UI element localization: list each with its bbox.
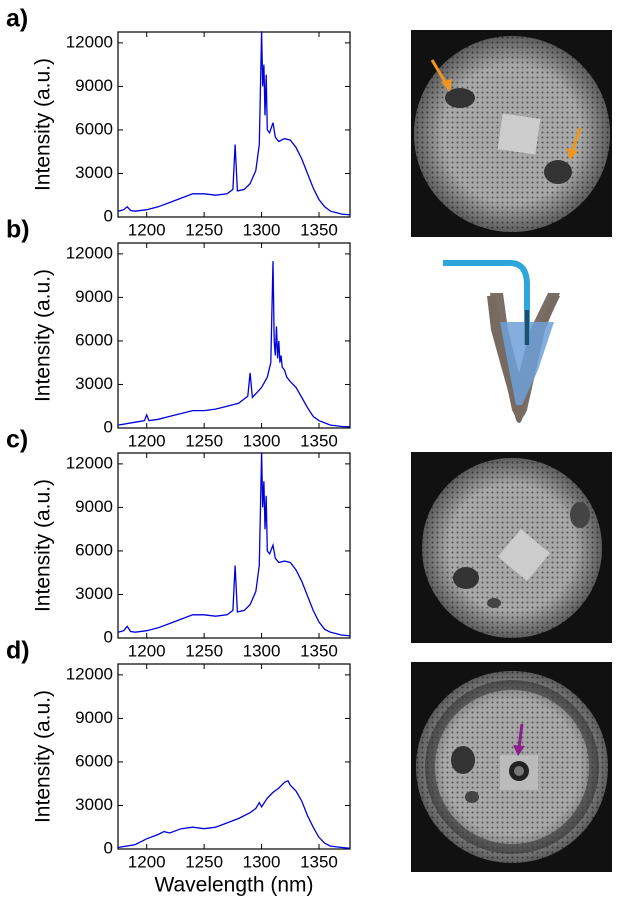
spectrum-line — [117, 261, 351, 428]
y-tick-label: 3000 — [75, 584, 113, 603]
spectrum-line — [117, 452, 351, 637]
y-tick-label: 12000 — [66, 664, 113, 683]
photo-d — [411, 662, 612, 872]
x-tick-label: 1200 — [128, 641, 166, 660]
spectrum-line — [117, 779, 351, 849]
plot-frame — [117, 452, 351, 639]
photo-c — [411, 452, 612, 643]
y-tick-label: 0 — [104, 206, 113, 225]
y-tick-label: 9000 — [75, 76, 113, 95]
y-tick-label: 12000 — [66, 453, 113, 472]
x-tick-label: 1350 — [300, 641, 338, 660]
y-tick-label: 0 — [104, 627, 113, 646]
x-tick-label: 1300 — [243, 641, 281, 660]
panel-label: b) — [6, 216, 30, 244]
y-tick-label: 9000 — [75, 287, 113, 306]
y-tick-label: 3000 — [75, 163, 113, 182]
x-tick-label: 1250 — [185, 220, 223, 239]
y-tick-label: 3000 — [75, 374, 113, 393]
y-axis-label: Intensity (a.u.) — [32, 58, 55, 191]
plot-frame — [117, 242, 351, 429]
y-tick-label: 6000 — [75, 119, 113, 138]
y-tick-label: 9000 — [75, 497, 113, 516]
y-tick-label: 12000 — [66, 32, 113, 51]
y-tick-label: 0 — [104, 838, 113, 857]
y-tick-label: 6000 — [75, 330, 113, 349]
y-tick-label: 6000 — [75, 540, 113, 559]
x-tick-label: 1200 — [128, 852, 166, 871]
x-tick-label: 1200 — [128, 220, 166, 239]
spectrum-line — [117, 31, 351, 216]
x-tick-label: 1300 — [243, 431, 281, 450]
tube-diagram — [443, 260, 560, 423]
panel-label: a) — [6, 5, 28, 33]
y-axis-label: Intensity (a.u.) — [32, 269, 55, 402]
x-tick-label: 1250 — [185, 641, 223, 660]
plot-frame — [117, 31, 351, 218]
y-tick-label: 12000 — [66, 243, 113, 262]
y-tick-label: 9000 — [75, 708, 113, 727]
x-axis-label: Wavelength (nm) — [154, 874, 313, 897]
x-tick-label: 1300 — [243, 220, 281, 239]
x-tick-label: 1350 — [300, 431, 338, 450]
y-tick-label: 3000 — [75, 795, 113, 814]
x-tick-label: 1300 — [243, 852, 281, 871]
x-tick-label: 1350 — [300, 852, 338, 871]
y-tick-label: 6000 — [75, 751, 113, 770]
y-axis-label: Intensity (a.u.) — [32, 690, 55, 823]
plot-frame — [117, 663, 351, 850]
panel-label: d) — [6, 637, 30, 665]
x-tick-label: 1200 — [128, 431, 166, 450]
y-tick-label: 0 — [104, 417, 113, 436]
panel-label: c) — [6, 426, 28, 454]
x-tick-label: 1250 — [185, 852, 223, 871]
x-tick-label: 1250 — [185, 431, 223, 450]
y-axis-label: Intensity (a.u.) — [32, 479, 55, 612]
photo-a — [411, 30, 612, 237]
x-tick-label: 1350 — [300, 220, 338, 239]
